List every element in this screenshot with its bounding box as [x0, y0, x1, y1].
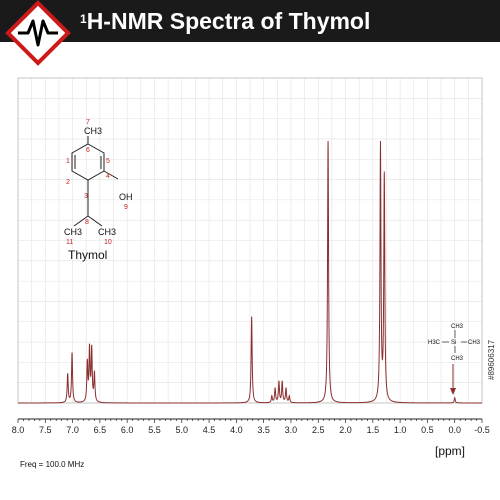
molecule-name: Thymol — [68, 248, 108, 262]
atom-number-1: 1 — [66, 158, 70, 165]
atom-number-4: 4 — [106, 173, 110, 180]
header-bar — [0, 0, 500, 42]
spectrum-line — [18, 140, 482, 404]
stock-watermark-id: #89606317 — [487, 339, 496, 380]
x-tick-label: 4.5 — [203, 425, 216, 435]
atom-number-8: 8 — [85, 219, 89, 226]
title-text: H-NMR Spectra of Thymol — [86, 8, 371, 34]
page-title: 1H-NMR Spectra of Thymol — [80, 6, 480, 36]
frequency-label: Freq = 100.0 MHz — [20, 460, 85, 469]
atom-number-5: 5 — [106, 158, 110, 165]
atom-number-6: 6 — [86, 147, 90, 154]
x-tick-label: 7.0 — [66, 425, 79, 435]
x-tick-label: 5.0 — [176, 425, 189, 435]
x-tick-label: 1.5 — [367, 425, 380, 435]
x-tick-label: 5.5 — [148, 425, 161, 435]
atom-number-10: 10 — [104, 239, 112, 246]
title-superscript: 1 — [80, 12, 87, 26]
tms-ch3-right: CH3 — [468, 340, 481, 346]
tms-ch3-bottom: CH3 — [451, 356, 464, 362]
x-tick-label: 0.5 — [421, 425, 434, 435]
x-tick-label: -0.5 — [474, 425, 490, 435]
plot-frame — [17, 77, 483, 404]
tms-ch3-top: CH3 — [451, 324, 464, 330]
x-tick-label: 2.0 — [339, 425, 352, 435]
atom-number-11: 11 — [66, 239, 73, 246]
x-tick-label: 6.5 — [94, 425, 107, 435]
x-axis-unit: [ppm] — [435, 444, 466, 458]
thymol-ch3-top: CH3 — [84, 126, 102, 136]
tms-si: Si — [451, 340, 456, 346]
atom-number-3: 3 — [84, 193, 88, 200]
atom-number-7: 7 — [86, 119, 90, 126]
x-axis — [17, 418, 483, 423]
x-tick-labels: 8.0 7.5 7.0 6.5 6.0 5.5 5.0 4.5 4.0 3.5 3.0 2.5 2.0 1… — [12, 425, 490, 435]
x-tick-label: 6.0 — [121, 425, 134, 435]
x-tick-label: 7.5 — [39, 425, 52, 435]
x-tick-label: 3.0 — [285, 425, 298, 435]
tms-arrow — [450, 364, 456, 395]
x-tick-label: 2.5 — [312, 425, 325, 435]
x-tick-label: 8.0 — [12, 425, 25, 435]
x-tick-label: 3.5 — [257, 425, 270, 435]
x-tick-label: 4.0 — [230, 425, 243, 435]
thymol-ch3-right: CH3 — [98, 227, 116, 237]
tms-structure — [442, 330, 467, 353]
x-tick-label: 0.0 — [448, 425, 461, 435]
thymol-structure — [71, 136, 119, 227]
tms-h3c-left: H3C — [428, 340, 441, 346]
thymol-ch3-left: CH3 — [64, 227, 82, 237]
thymol-oh: OH — [119, 192, 133, 202]
atom-number-2: 2 — [66, 179, 70, 186]
atom-number-9: 9 — [124, 204, 128, 211]
x-tick-label: 1.0 — [394, 425, 407, 435]
